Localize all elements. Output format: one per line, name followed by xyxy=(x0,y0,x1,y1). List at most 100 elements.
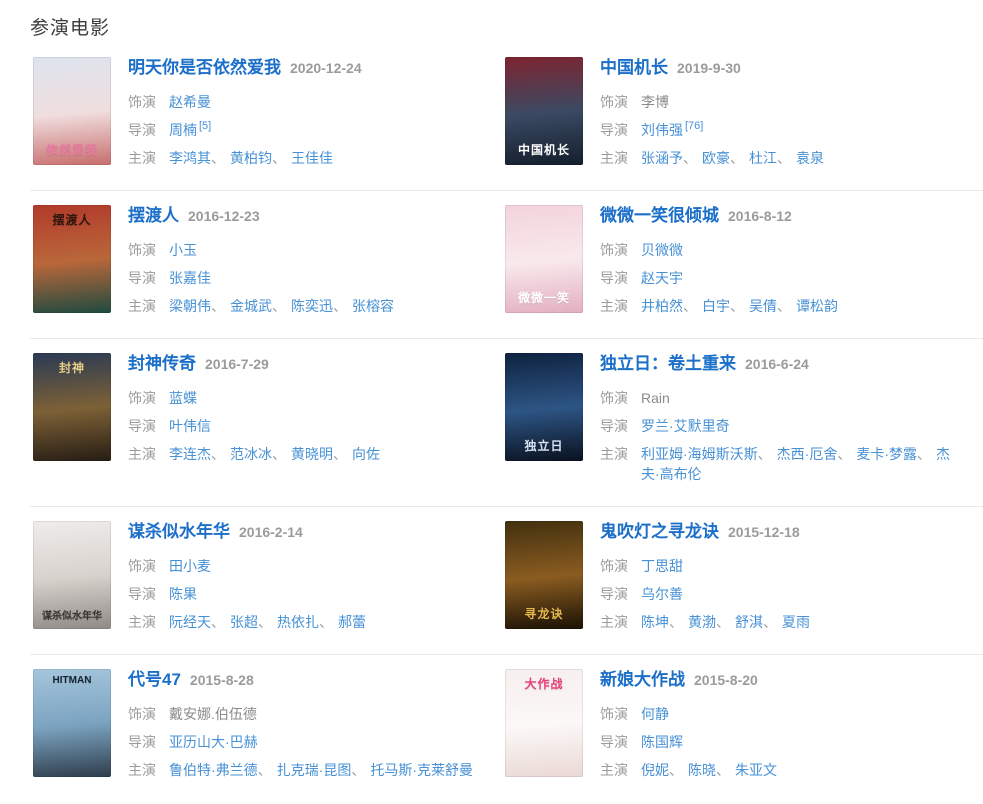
director-value: 乌尔善 xyxy=(641,584,959,604)
movie-info: 代号47 2015-8-28 饰演 戴安娜.伯伍德 导演 亚历山大·巴赫 主演 鲁… xyxy=(128,669,505,780)
starring-name-link[interactable]: 张榕容 xyxy=(352,298,394,314)
starring-name-link[interactable]: 杰西·厄舍 xyxy=(776,446,838,462)
starring-name-link[interactable]: 夏雨 xyxy=(782,614,810,630)
director-value: 赵天宇 xyxy=(641,268,959,288)
starring-name-link[interactable]: 金城武 xyxy=(230,298,272,314)
movie-card: 中国机长 中国机长 2019-9-30 饰演 李博 导演 刘伟强 [76] 主演 张… xyxy=(505,57,977,168)
movie-info: 中国机长 2019-9-30 饰演 李博 导演 刘伟强 [76] 主演 张涵予、 欧豪… xyxy=(600,57,977,168)
director-name-link[interactable]: 罗兰·艾默里奇 xyxy=(641,418,730,434)
director-line: 导演 乌尔善 xyxy=(600,584,959,604)
movie-poster[interactable]: 依然爱我 xyxy=(33,57,111,165)
director-name-link[interactable]: 陈国辉 xyxy=(641,734,683,750)
movie-title-link[interactable]: 新娘大作战 xyxy=(600,670,685,689)
movie-poster[interactable]: 独立日 xyxy=(505,353,583,461)
director-name-link[interactable]: 周楠 xyxy=(169,122,197,138)
movie-poster[interactable]: 中国机长 xyxy=(505,57,583,165)
movie-poster[interactable]: 摆渡人 xyxy=(33,205,111,313)
starring-name-link[interactable]: 白宇 xyxy=(702,298,730,314)
starring-name-link[interactable]: 托马斯·克莱舒曼 xyxy=(370,762,474,778)
movie-title-link[interactable]: 谋杀似水年华 xyxy=(128,522,230,541)
role-name-link[interactable]: 何静 xyxy=(641,706,669,722)
poster-title-text: HITMAN xyxy=(52,675,92,686)
director-line: 导演 陈果 xyxy=(128,584,487,604)
director-name-link[interactable]: 赵天宇 xyxy=(641,270,683,286)
title-line: 鬼吹灯之寻龙诀 2015-12-18 xyxy=(600,521,959,544)
title-line: 谋杀似水年华 2016-2-14 xyxy=(128,521,487,544)
starring-name-link[interactable]: 利亚姆·海姆斯沃斯 xyxy=(641,446,758,462)
starring-name-link[interactable]: 李鸿其 xyxy=(169,150,211,166)
starring-name-link[interactable]: 杰夫·高布伦 xyxy=(641,446,951,482)
starring-name-link[interactable]: 舒淇 xyxy=(735,614,763,630)
starring-label: 主演 xyxy=(128,150,156,166)
starring-name-link[interactable]: 袁泉 xyxy=(796,150,824,166)
director-name-link[interactable]: 亚历山大·巴赫 xyxy=(169,734,258,750)
starring-name-link[interactable]: 张涵予 xyxy=(641,150,683,166)
starring-name-link[interactable]: 向佐 xyxy=(352,446,380,462)
starring-name-link[interactable]: 陈坤 xyxy=(641,614,669,630)
director-name-link[interactable]: 乌尔善 xyxy=(641,586,683,602)
starring-name-link[interactable]: 陈奕迅 xyxy=(291,298,333,314)
movie-poster[interactable]: 封神 xyxy=(33,353,111,461)
director-name-link[interactable]: 陈果 xyxy=(169,586,197,602)
name-separator: 、 xyxy=(272,298,286,314)
starring-name-link[interactable]: 黄柏钧 xyxy=(230,150,272,166)
movie-title-link[interactable]: 鬼吹灯之寻龙诀 xyxy=(600,522,719,541)
starring-name-link[interactable]: 张超 xyxy=(230,614,258,630)
starring-name-link[interactable]: 郝蕾 xyxy=(338,614,366,630)
starring-name-link[interactable]: 李连杰 xyxy=(169,446,211,462)
starring-name-link[interactable]: 欧豪 xyxy=(702,150,730,166)
director-value: 刘伟强 [76] xyxy=(641,120,959,140)
starring-name-link[interactable]: 朱亚文 xyxy=(735,762,777,778)
director-name-link[interactable]: 叶伟信 xyxy=(169,418,211,434)
starring-name-link[interactable]: 热依扎 xyxy=(277,614,319,630)
director-label: 导演 xyxy=(128,418,156,434)
movie-title-link[interactable]: 摆渡人 xyxy=(128,206,179,225)
starring-name-link[interactable]: 倪妮 xyxy=(641,762,669,778)
movie-title-link[interactable]: 明天你是否依然爱我 xyxy=(128,58,281,77)
starring-name-link[interactable]: 扎克瑞·昆图 xyxy=(276,762,352,778)
director-label: 导演 xyxy=(128,586,156,602)
starring-name-link[interactable]: 杜江 xyxy=(749,150,777,166)
reference-sup[interactable]: [76] xyxy=(685,120,704,133)
movie-poster[interactable]: 微微一笑 xyxy=(505,205,583,313)
role-name-link[interactable]: 田小麦 xyxy=(169,558,211,574)
movie-title-link[interactable]: 独立日：卷土重来 xyxy=(600,354,736,373)
section-title: 参演电影 xyxy=(30,18,111,39)
role-name-link[interactable]: 丁思甜 xyxy=(641,558,683,574)
starring-name-link[interactable]: 黄渤 xyxy=(688,614,716,630)
director-name-link[interactable]: 刘伟强 xyxy=(641,122,683,138)
role-name-link[interactable]: 贝微微 xyxy=(641,242,683,258)
movie-title-link[interactable]: 微微一笑很倾城 xyxy=(600,206,719,225)
starring-name-link[interactable]: 王佳佳 xyxy=(291,150,333,166)
movie-poster[interactable]: 寻龙诀 xyxy=(505,521,583,629)
starring-name-link[interactable]: 麦卡·梦露 xyxy=(856,446,918,462)
role-name-link[interactable]: 小玉 xyxy=(169,242,197,258)
starring-name-link[interactable]: 井柏然 xyxy=(641,298,683,314)
starring-name-link[interactable]: 梁朝伟 xyxy=(169,298,211,314)
reference-sup[interactable]: [5] xyxy=(199,120,212,133)
role-name-link[interactable]: 蓝蝶 xyxy=(169,390,197,406)
movie-poster[interactable]: 大作战 xyxy=(505,669,583,777)
starring-name-link[interactable]: 阮经天 xyxy=(169,614,211,630)
starring-name-link[interactable]: 鲁伯特·弗兰德 xyxy=(169,762,258,778)
role-name-link[interactable]: 赵希曼 xyxy=(169,94,211,110)
name-separator: 、 xyxy=(777,298,791,314)
starring-name-link[interactable]: 黄晓明 xyxy=(291,446,333,462)
starring-name-link[interactable]: 吴倩 xyxy=(749,298,777,314)
title-line: 中国机长 2019-9-30 xyxy=(600,57,959,80)
name-separator: 、 xyxy=(272,150,286,166)
role-label: 饰演 xyxy=(600,242,628,258)
movie-poster[interactable]: HITMAN xyxy=(33,669,111,777)
starring-name-link[interactable]: 陈晓 xyxy=(688,762,716,778)
movie-title-link[interactable]: 中国机长 xyxy=(600,58,668,77)
starring-name-link[interactable]: 谭松韵 xyxy=(796,298,838,314)
movie-title-link[interactable]: 封神传奇 xyxy=(128,354,196,373)
role-label: 饰演 xyxy=(128,390,156,406)
starring-value: 陈坤、 黄渤、 舒淇、 夏雨 xyxy=(641,612,959,632)
director-name-link[interactable]: 张嘉佳 xyxy=(169,270,211,286)
movie-poster[interactable]: 谋杀似水年华 xyxy=(33,521,111,629)
starring-name-link[interactable]: 范冰冰 xyxy=(230,446,272,462)
release-date: 2019-9-30 xyxy=(677,60,741,76)
name-separator: 、 xyxy=(669,614,683,630)
movie-title-link[interactable]: 代号47 xyxy=(128,670,181,689)
